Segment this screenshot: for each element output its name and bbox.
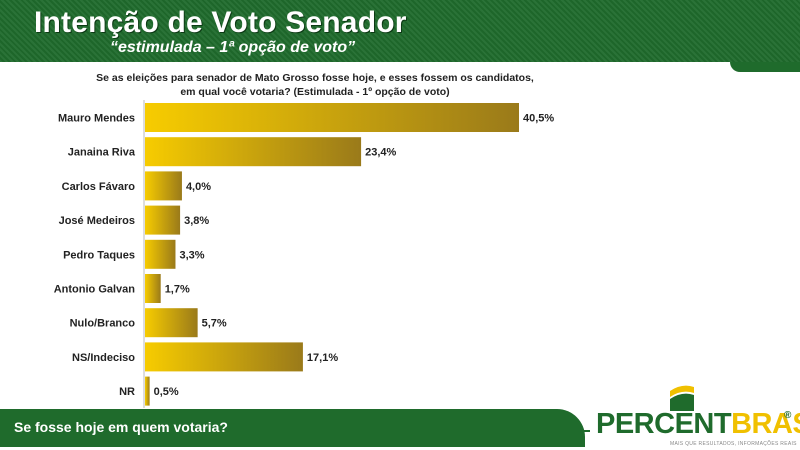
category-label: Antonio Galvan (54, 284, 136, 296)
footer-question: Se fosse hoje em quem votaria? (14, 419, 228, 435)
category-label: Nulo/Branco (70, 318, 136, 330)
category-label: Carlos Fávaro (62, 181, 136, 193)
page-title: Intenção de Voto Senador (34, 6, 407, 39)
page-subtitle: “estimulada – 1ª opção de voto” (110, 39, 356, 56)
value-label: 5,7% (202, 318, 227, 330)
footer-line (560, 430, 590, 432)
value-label: 17,1% (307, 352, 338, 364)
value-label: 1,7% (165, 284, 190, 296)
logo-part2: BRASIL (731, 408, 800, 440)
value-label: 40,5% (523, 113, 554, 125)
bar (145, 342, 303, 372)
bar (145, 137, 362, 167)
value-label: 4,0% (186, 181, 211, 193)
category-label: Mauro Mendes (58, 113, 135, 125)
bar (145, 205, 181, 235)
bar (145, 171, 182, 201)
category-label: NS/Indeciso (72, 352, 135, 364)
value-label: 3,3% (179, 249, 204, 261)
category-label: Pedro Taques (63, 249, 135, 261)
survey-question: Se as eleições para senador de Mato Gros… (96, 72, 534, 98)
bar (145, 239, 176, 269)
category-label: José Medeiros (59, 215, 135, 227)
footer-band (0, 409, 585, 447)
logo-wordmark: PERCENTBRASIL (596, 409, 800, 439)
logo-part1: PERCENT (596, 408, 732, 440)
category-label: Janaina Riva (68, 147, 136, 159)
bar (145, 103, 519, 132)
bar (145, 376, 150, 406)
bar (145, 308, 198, 338)
logo-tagline: MAIS QUE RESULTADOS, INFORMAÇÕES REAIS (670, 441, 797, 447)
header-banner (0, 0, 800, 62)
value-label: 0,5% (154, 386, 179, 398)
logo-mark-icon (670, 385, 694, 411)
header-corner-decoration (730, 62, 800, 72)
value-label: 23,4% (365, 147, 396, 159)
bar (145, 274, 161, 303)
category-label: NR (119, 386, 135, 398)
value-label: 3,8% (184, 215, 209, 227)
logo-registered: ® (784, 410, 792, 421)
